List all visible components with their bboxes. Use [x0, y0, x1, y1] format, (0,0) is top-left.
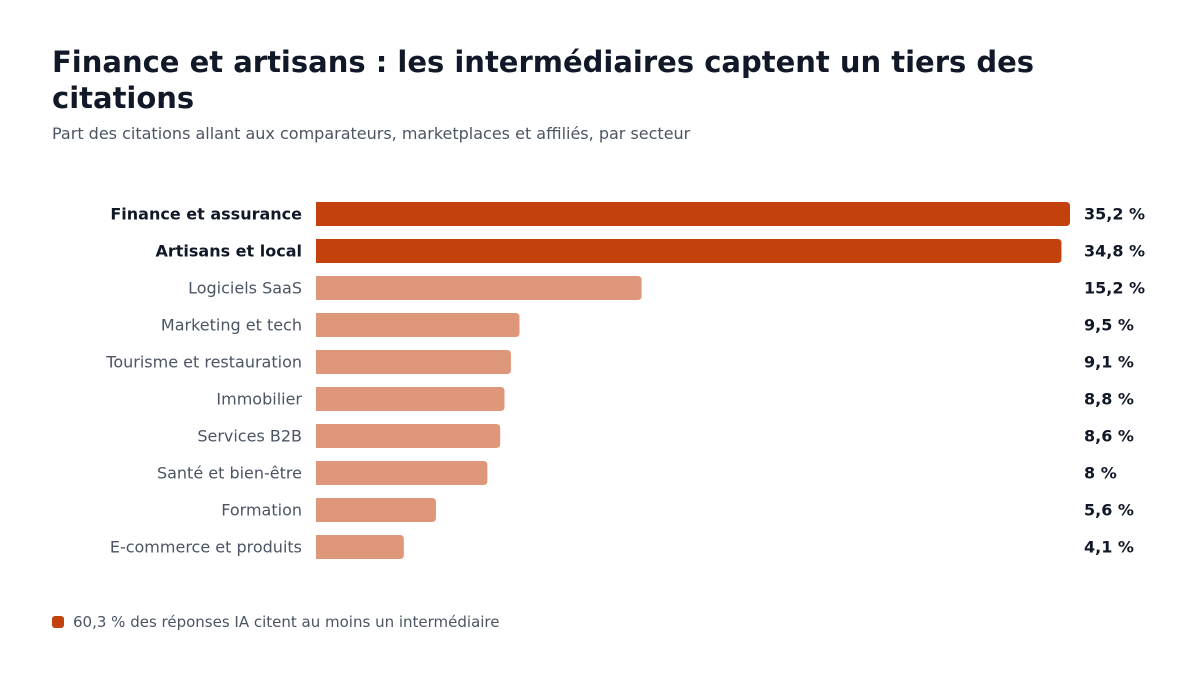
value-label-logiciels-saas: 15,2 % — [1084, 279, 1145, 298]
value-label-immobilier: 8,8 % — [1084, 390, 1134, 409]
bar-logiciels-saas — [316, 276, 642, 300]
footnote: 60,3 % des réponses IA citent au moins u… — [52, 612, 500, 632]
value-label-e-commerce-et-produits: 4,1 % — [1084, 538, 1134, 557]
bar-finance-et-assurance — [316, 202, 1070, 226]
value-label-finance-et-assurance: 35,2 % — [1084, 205, 1145, 224]
value-label-tourisme-et-restauration: 9,1 % — [1084, 353, 1134, 372]
category-label-formation: Formation — [221, 501, 302, 520]
category-label-sante-et-bien-etre: Santé et bien-être — [157, 464, 302, 483]
bar-immobilier — [316, 387, 505, 411]
category-label-logiciels-saas: Logiciels SaaS — [188, 279, 302, 298]
value-label-services-b2b: 8,6 % — [1084, 427, 1134, 446]
category-label-immobilier: Immobilier — [216, 390, 302, 409]
category-label-services-b2b: Services B2B — [197, 427, 302, 446]
category-label-artisans-et-local: Artisans et local — [155, 242, 302, 261]
footnote-text: 60,3 % des réponses IA citent au moins u… — [73, 613, 500, 631]
category-label-finance-et-assurance: Finance et assurance — [110, 205, 302, 224]
bar-sante-et-bien-etre — [316, 461, 488, 485]
bar-formation — [316, 498, 436, 522]
chart-title: Finance et artisans : les intermédiaires… — [52, 45, 1035, 115]
value-label-formation: 5,6 % — [1084, 501, 1134, 520]
bar-services-b2b — [316, 424, 501, 448]
legend-swatch — [52, 616, 64, 628]
value-label-marketing-et-tech: 9,5 % — [1084, 316, 1134, 335]
chart-subtitle: Part des citations allant aux comparateu… — [52, 124, 691, 143]
bar-artisans-et-local — [316, 239, 1062, 263]
value-label-sante-et-bien-etre: 8 % — [1084, 464, 1117, 483]
bar-tourisme-et-restauration — [316, 350, 511, 374]
category-label-tourisme-et-restauration: Tourisme et restauration — [105, 353, 302, 372]
bar-marketing-et-tech — [316, 313, 520, 337]
value-label-artisans-et-local: 34,8 % — [1084, 242, 1145, 261]
category-label-marketing-et-tech: Marketing et tech — [161, 316, 302, 335]
category-label-e-commerce-et-produits: E-commerce et produits — [110, 538, 302, 557]
bar-e-commerce-et-produits — [316, 535, 404, 559]
